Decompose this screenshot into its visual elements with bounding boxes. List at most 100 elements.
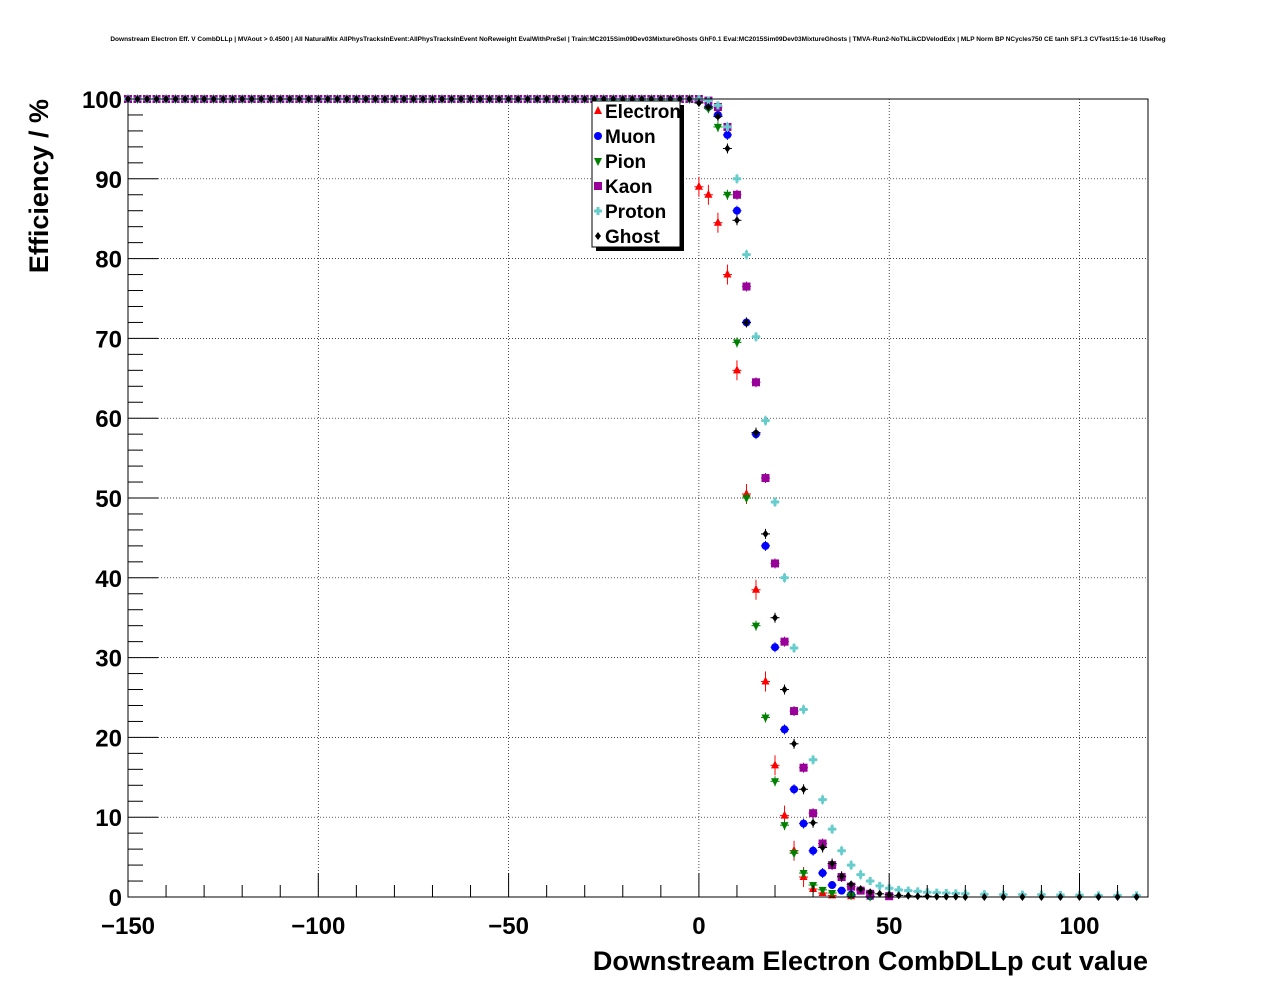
legend-marker-proton xyxy=(594,207,602,215)
x-tick-label: 50 xyxy=(876,913,903,940)
legend-marker-kaon xyxy=(594,182,602,190)
data-point-kaon xyxy=(799,763,808,772)
data-point-proton xyxy=(866,877,875,886)
data-point-proton xyxy=(875,881,884,890)
data-point-kaon xyxy=(780,637,789,646)
data-point-ghost xyxy=(781,685,788,694)
data-point-kaon xyxy=(790,707,799,716)
y-tick-label: 60 xyxy=(95,406,122,433)
data-point-muon xyxy=(837,886,846,895)
data-point-muon xyxy=(771,643,780,652)
legend-entries: Electron Muon Pion Kaon Proton Ghost xyxy=(594,102,681,248)
data-point-pion xyxy=(751,622,760,631)
data-point-ghost xyxy=(867,888,874,897)
data-point-muon xyxy=(818,869,827,878)
data-point-proton xyxy=(751,332,760,341)
series-pion xyxy=(124,96,875,902)
data-point-ghost xyxy=(724,144,731,153)
y-tick-label: 70 xyxy=(95,326,122,353)
y-tick-label: 20 xyxy=(95,725,122,752)
data-point-electron xyxy=(723,269,732,278)
data-point-kaon xyxy=(771,559,780,568)
legend: Electron Muon Pion Kaon Proton Ghost xyxy=(591,100,684,251)
grid-layer xyxy=(128,99,1148,897)
data-point-electron xyxy=(761,676,770,685)
data-point-ghost xyxy=(762,529,769,538)
data-point-muon xyxy=(732,206,741,215)
y-tick-label: 50 xyxy=(95,486,122,513)
data-point-pion xyxy=(828,890,837,899)
data-point-muon xyxy=(790,785,799,794)
data-point-ghost xyxy=(914,892,921,901)
data-point-electron xyxy=(694,181,703,190)
data-point-proton xyxy=(847,861,856,870)
x-axis-title: Downstream Electron CombDLLp cut value xyxy=(593,946,1148,976)
legend-label-electron: Electron xyxy=(605,102,681,123)
data-point-proton xyxy=(771,497,780,506)
data-point-ghost xyxy=(743,318,750,327)
data-point-proton xyxy=(790,644,799,653)
data-point-pion xyxy=(742,495,751,503)
data-point-muon xyxy=(799,819,808,828)
data-point-muon xyxy=(761,541,770,550)
data-point-pion xyxy=(818,886,827,895)
legend-entry-proton: Proton xyxy=(594,202,666,223)
y-tick-label: 100 xyxy=(82,87,122,114)
data-point-muon xyxy=(809,846,818,855)
data-point-proton xyxy=(818,795,827,804)
data-point-proton xyxy=(742,250,751,259)
data-point-ghost xyxy=(752,428,759,437)
legend-entry-electron: Electron xyxy=(594,102,681,123)
legend-entry-kaon: Kaon xyxy=(594,177,653,198)
legend-marker-muon xyxy=(594,132,602,140)
data-point-ghost xyxy=(800,785,807,794)
data-point-proton xyxy=(761,416,770,425)
data-point-proton xyxy=(732,174,741,183)
legend-entry-ghost: Ghost xyxy=(595,227,661,248)
y-tick-label: 40 xyxy=(95,566,122,593)
data-point-proton xyxy=(837,846,846,855)
legend-label-kaon: Kaon xyxy=(605,177,653,198)
data-point-muon xyxy=(828,881,837,890)
data-point-electron xyxy=(713,217,722,226)
data-point-kaon xyxy=(809,809,818,818)
data-point-pion xyxy=(780,822,789,831)
data-point-pion xyxy=(732,339,741,348)
y-tick-label: 90 xyxy=(95,167,122,194)
series-muon xyxy=(124,95,875,901)
data-point-proton xyxy=(828,825,837,834)
data-point-kaon xyxy=(761,474,770,483)
data-point-proton xyxy=(894,885,903,894)
data-point-muon xyxy=(723,130,732,139)
data-point-ghost xyxy=(733,216,740,225)
data-point-ghost xyxy=(714,112,721,121)
data-point-proton xyxy=(904,886,913,895)
data-point-proton xyxy=(856,870,865,879)
data-point-ghost xyxy=(791,739,798,748)
data-point-electron xyxy=(704,189,713,198)
data-point-ghost xyxy=(829,859,836,868)
data-point-electron xyxy=(732,365,741,374)
y-tick-label: 10 xyxy=(95,805,122,832)
legend-label-pion: Pion xyxy=(605,152,646,173)
data-point-proton xyxy=(704,96,713,105)
legend-marker-pion xyxy=(594,158,602,166)
data-point-ghost xyxy=(772,613,779,622)
data-point-proton xyxy=(713,101,722,110)
data-point-kaon xyxy=(751,378,760,387)
data-point-ghost xyxy=(819,843,826,852)
legend-label-ghost: Ghost xyxy=(605,227,661,248)
data-point-pion xyxy=(790,850,799,859)
data-point-kaon xyxy=(732,190,741,199)
data-point-ghost xyxy=(810,818,817,827)
legend-box xyxy=(591,100,681,248)
data-point-ghost xyxy=(705,102,712,111)
legend-marker-ghost xyxy=(595,232,601,240)
data-point-pion xyxy=(713,123,722,132)
legend-entry-muon: Muon xyxy=(594,127,656,148)
data-point-proton xyxy=(799,705,808,714)
data-point-pion xyxy=(771,778,780,787)
data-point-ghost xyxy=(895,891,902,900)
data-point-pion xyxy=(799,870,808,879)
